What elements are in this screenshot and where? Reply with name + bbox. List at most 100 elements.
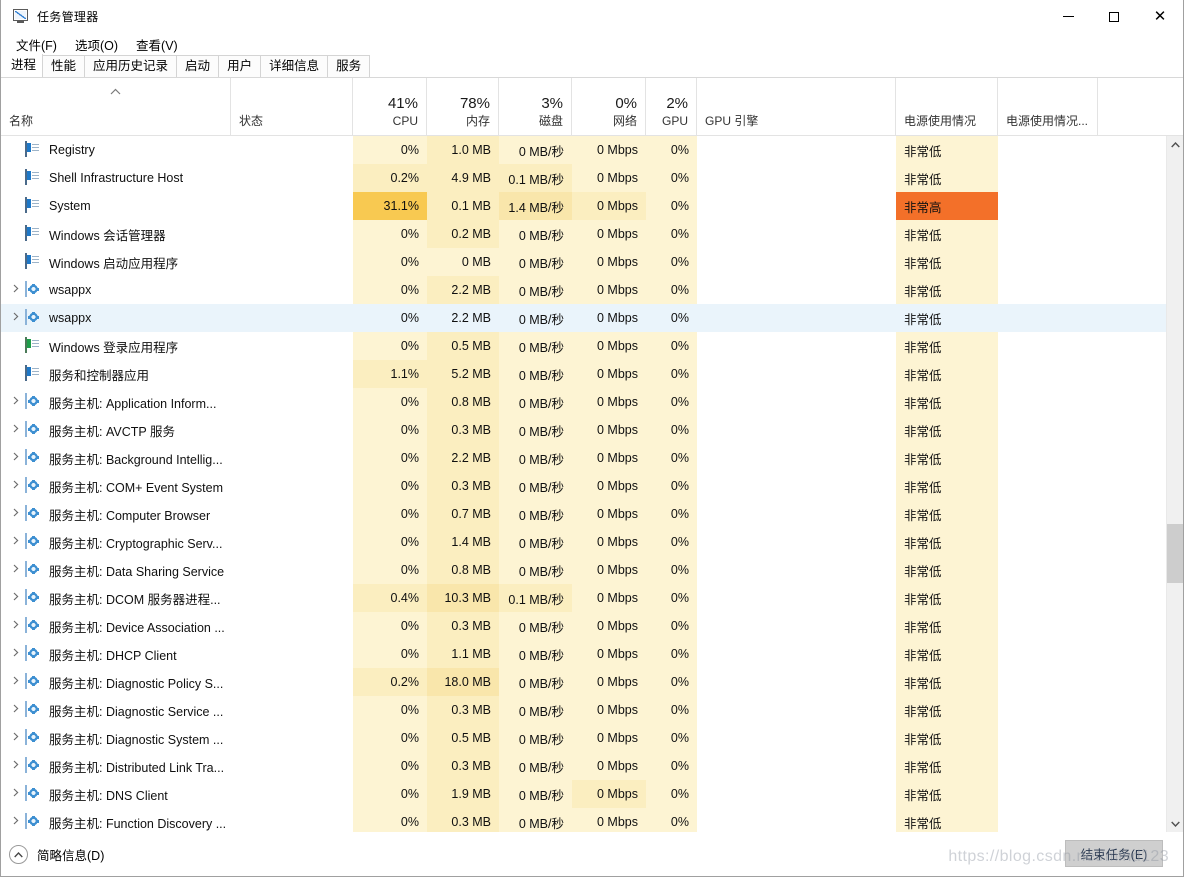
expand-chevron-icon[interactable] [7, 536, 25, 548]
column-header-net[interactable]: 0% 网络 [572, 78, 646, 135]
scrollbar-thumb[interactable] [1167, 523, 1183, 584]
column-header-gpu[interactable]: 2% GPU [646, 78, 697, 135]
cell-gpuengine [697, 388, 896, 416]
expand-chevron-icon[interactable] [7, 620, 25, 632]
menu-view[interactable]: 查看(V) [136, 38, 178, 53]
tab-5[interactable]: 详细信息 [260, 55, 329, 77]
cell-gpuengine [697, 360, 896, 388]
cell-cpu: 0% [353, 752, 427, 780]
tab-6[interactable]: 服务 [327, 55, 371, 77]
scroll-up-button[interactable] [1167, 136, 1183, 153]
expand-chevron-icon[interactable] [7, 284, 25, 296]
cell-powertrend [998, 752, 1098, 780]
expand-chevron-icon[interactable] [7, 676, 25, 688]
cell-gpuengine [697, 472, 896, 500]
table-row[interactable]: 服务主机: Distributed Link Tra... 0% 0.3 MB 0 M… [1, 752, 1166, 780]
cell-status [231, 500, 353, 528]
table-row[interactable]: Windows 登录应用程序 0% 0.5 MB 0 MB/秒 0 Mbps 0% 非常低 [1, 332, 1166, 360]
expand-chevron-icon[interactable] [7, 564, 25, 576]
cell-cpu: 0% [353, 136, 427, 164]
expand-chevron-icon[interactable] [7, 704, 25, 716]
column-header-memory[interactable]: 78% 内存 [427, 78, 499, 135]
table-row[interactable]: 服务主机: Diagnostic Service ... 0% 0.3 MB 0 MB… [1, 696, 1166, 724]
expand-chevron-icon[interactable] [7, 508, 25, 520]
expand-chevron-icon[interactable] [7, 592, 25, 604]
column-header-powertrend[interactable]: 电源使用情况... [998, 78, 1098, 135]
process-name: 服务和控制器应用 [49, 368, 150, 383]
column-header-disk[interactable]: 3% 磁盘 [499, 78, 572, 135]
cell-net: 0 Mbps [572, 388, 646, 416]
cell-disk: 0 MB/秒 [518, 312, 564, 327]
table-row[interactable]: 服务主机: Cryptographic Serv... 0% 1.4 MB 0 MB/… [1, 528, 1166, 556]
expand-chevron-icon[interactable] [7, 480, 25, 492]
maximize-button[interactable] [1091, 0, 1137, 33]
cell-net: 0 Mbps [572, 808, 646, 832]
process-name: 服务主机: Diagnostic Policy S... [49, 676, 224, 691]
cell-power: 非常低 [896, 808, 998, 832]
menu-options[interactable]: 选项(O) [74, 38, 119, 53]
column-header-power[interactable]: 电源使用情况 [896, 78, 998, 135]
table-row[interactable]: Shell Infrastructure Host 0.2% 4.9 MB 0.1 M… [1, 164, 1166, 192]
close-button[interactable]: ✕ [1137, 0, 1183, 33]
table-row[interactable]: 服务主机: DNS Client 0% 1.9 MB 0 MB/秒 0 Mbps 0% 非常… [1, 780, 1166, 808]
cell-power: 非常低 [896, 780, 998, 808]
column-header-status[interactable]: 状态 [231, 78, 353, 135]
table-row[interactable]: 服务主机: Data Sharing Service 0% 0.8 MB 0 MB/秒… [1, 556, 1166, 584]
tab-1[interactable]: 性能 [42, 55, 86, 77]
expand-chevron-icon[interactable] [7, 396, 25, 408]
table-row[interactable]: 服务主机: DHCP Client 0% 1.1 MB 0 MB/秒 0 Mbps 0% 非… [1, 640, 1166, 668]
tab-0[interactable]: 进程 [5, 54, 44, 77]
cell-power: 非常低 [896, 276, 998, 304]
tab-4[interactable]: 用户 [218, 55, 262, 77]
table-row[interactable]: Windows 会话管理器 0% 0.2 MB 0 MB/秒 0 Mbps 0% 非常低 [1, 220, 1166, 248]
cell-disk: 0 MB/秒 [499, 248, 572, 276]
table-row[interactable]: 服务主机: Computer Browser 0% 0.7 MB 0 MB/秒 0 Mb… [1, 500, 1166, 528]
table-row[interactable]: wsappx 0% 2.2 MB 0 MB/秒 0 Mbps 0% 非常低 [1, 304, 1166, 332]
cell-net: 0 Mbps [572, 360, 646, 388]
table-row[interactable]: 服务主机: Background Intellig... 0% 2.2 MB 0 MB… [1, 444, 1166, 472]
end-task-button[interactable]: 结束任务(E) [1065, 840, 1163, 867]
table-row[interactable]: 服务主机: DCOM 服务器进程... 0.4% 10.3 MB 0.1 MB/秒 0 … [1, 584, 1166, 612]
expand-chevron-icon[interactable] [7, 760, 25, 772]
table-row[interactable]: 服务主机: COM+ Event System 0% 0.3 MB 0 MB/秒 0 M… [1, 472, 1166, 500]
column-header-memory-pct: 78% [459, 95, 490, 112]
expand-chevron-icon[interactable] [7, 788, 25, 800]
expand-chevron-icon[interactable] [7, 816, 25, 828]
column-header-gpuengine[interactable]: GPU 引擎 [697, 78, 896, 135]
cell-status [231, 136, 353, 164]
cell-net: 0 Mbps [572, 640, 646, 668]
vertical-scrollbar[interactable] [1166, 136, 1183, 832]
fewer-details-label: 简略信息(D) [37, 849, 105, 863]
expand-chevron-icon[interactable] [7, 732, 25, 744]
scroll-down-button[interactable] [1167, 815, 1183, 832]
fewer-details-button[interactable]: 简略信息(D) [9, 845, 104, 864]
cell-status [231, 668, 353, 696]
expand-chevron-icon[interactable] [7, 648, 25, 660]
expand-chevron-icon[interactable] [7, 312, 25, 324]
cell-gpuengine [697, 332, 896, 360]
column-header-name[interactable]: 名称 [1, 78, 231, 135]
expand-chevron-icon[interactable] [7, 424, 25, 436]
cell-cpu: 0% [353, 388, 427, 416]
menu-file[interactable]: 文件(F) [16, 38, 57, 53]
table-row[interactable]: 服务主机: Diagnostic Policy S... 0.2% 18.0 MB 0… [1, 668, 1166, 696]
table-row[interactable]: 服务主机: Diagnostic System ... 0% 0.5 MB 0 MB/… [1, 724, 1166, 752]
expand-chevron-icon[interactable] [7, 452, 25, 464]
tab-3[interactable]: 启动 [176, 55, 220, 77]
table-row[interactable]: 服务主机: Device Association ... 0% 0.3 MB 0 MB… [1, 612, 1166, 640]
minimize-button[interactable] [1045, 0, 1091, 33]
table-row[interactable]: 服务主机: AVCTP 服务 0% 0.3 MB 0 MB/秒 0 Mbps 0% 非常低 [1, 416, 1166, 444]
cell-status [231, 276, 353, 304]
table-row[interactable]: Registry 0% 1.0 MB 0 MB/秒 0 Mbps 0% 非常低 [1, 136, 1166, 164]
table-row[interactable]: 服务和控制器应用 1.1% 5.2 MB 0 MB/秒 0 Mbps 0% 非常低 [1, 360, 1166, 388]
column-header-cpu[interactable]: 41% CPU [353, 78, 427, 135]
process-name: Windows 会话管理器 [49, 228, 166, 243]
table-row[interactable]: 服务主机: Application Inform... 0% 0.8 MB 0 MB/… [1, 388, 1166, 416]
table-row[interactable]: Windows 启动应用程序 0% 0 MB 0 MB/秒 0 Mbps 0% 非常低 [1, 248, 1166, 276]
table-row[interactable]: wsappx 0% 2.2 MB 0 MB/秒 0 Mbps 0% 非常低 [1, 276, 1166, 304]
table-row[interactable]: System 31.1% 0.1 MB 1.4 MB/秒 0 Mbps 0% 非常高 [1, 192, 1166, 220]
cell-power: 非常低 [896, 248, 998, 276]
cell-net: 0 Mbps [572, 416, 646, 444]
table-row[interactable]: 服务主机: Function Discovery ... 0% 0.3 MB 0 MB… [1, 808, 1166, 832]
tab-2[interactable]: 应用历史记录 [84, 55, 178, 77]
